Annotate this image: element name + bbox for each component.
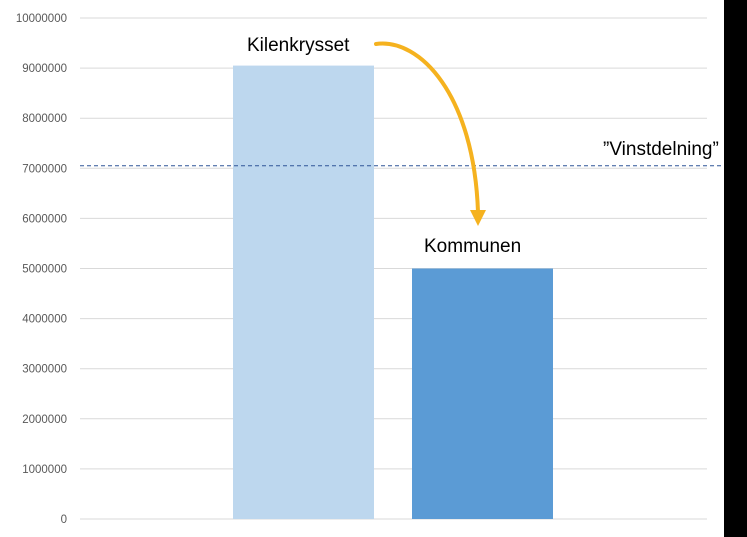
y-tick-label: 4000000 <box>22 314 67 326</box>
bars <box>233 65 553 519</box>
bar-kommunen <box>412 268 553 519</box>
transfer-arrow <box>374 41 480 214</box>
bar-label-kommunen: Kommunen <box>424 236 521 257</box>
y-tick-label: 6000000 <box>22 213 67 225</box>
transfer-arrowhead <box>470 210 486 226</box>
bar-label-kilenkrysset: Kilenkrysset <box>247 35 350 56</box>
y-tick-label: 9000000 <box>22 63 67 75</box>
y-axis: 0 1000000 2000000 3000000 4000000 5000000 6000… <box>16 13 67 526</box>
gridlines <box>80 17 707 520</box>
y-tick-label: 0 <box>61 514 67 526</box>
reference-line-label: ”Vinstdelning” <box>603 139 719 160</box>
y-tick-label: 7000000 <box>22 163 67 175</box>
right-edge-strip <box>724 0 747 537</box>
y-tick-label: 3000000 <box>22 364 67 376</box>
y-tick-label: 5000000 <box>22 264 67 276</box>
y-tick-label: 10000000 <box>16 13 67 25</box>
y-tick-label: 1000000 <box>22 464 67 476</box>
bar-kilenkrysset <box>233 65 374 519</box>
y-tick-label: 2000000 <box>22 414 67 426</box>
y-tick-label: 8000000 <box>22 113 67 125</box>
